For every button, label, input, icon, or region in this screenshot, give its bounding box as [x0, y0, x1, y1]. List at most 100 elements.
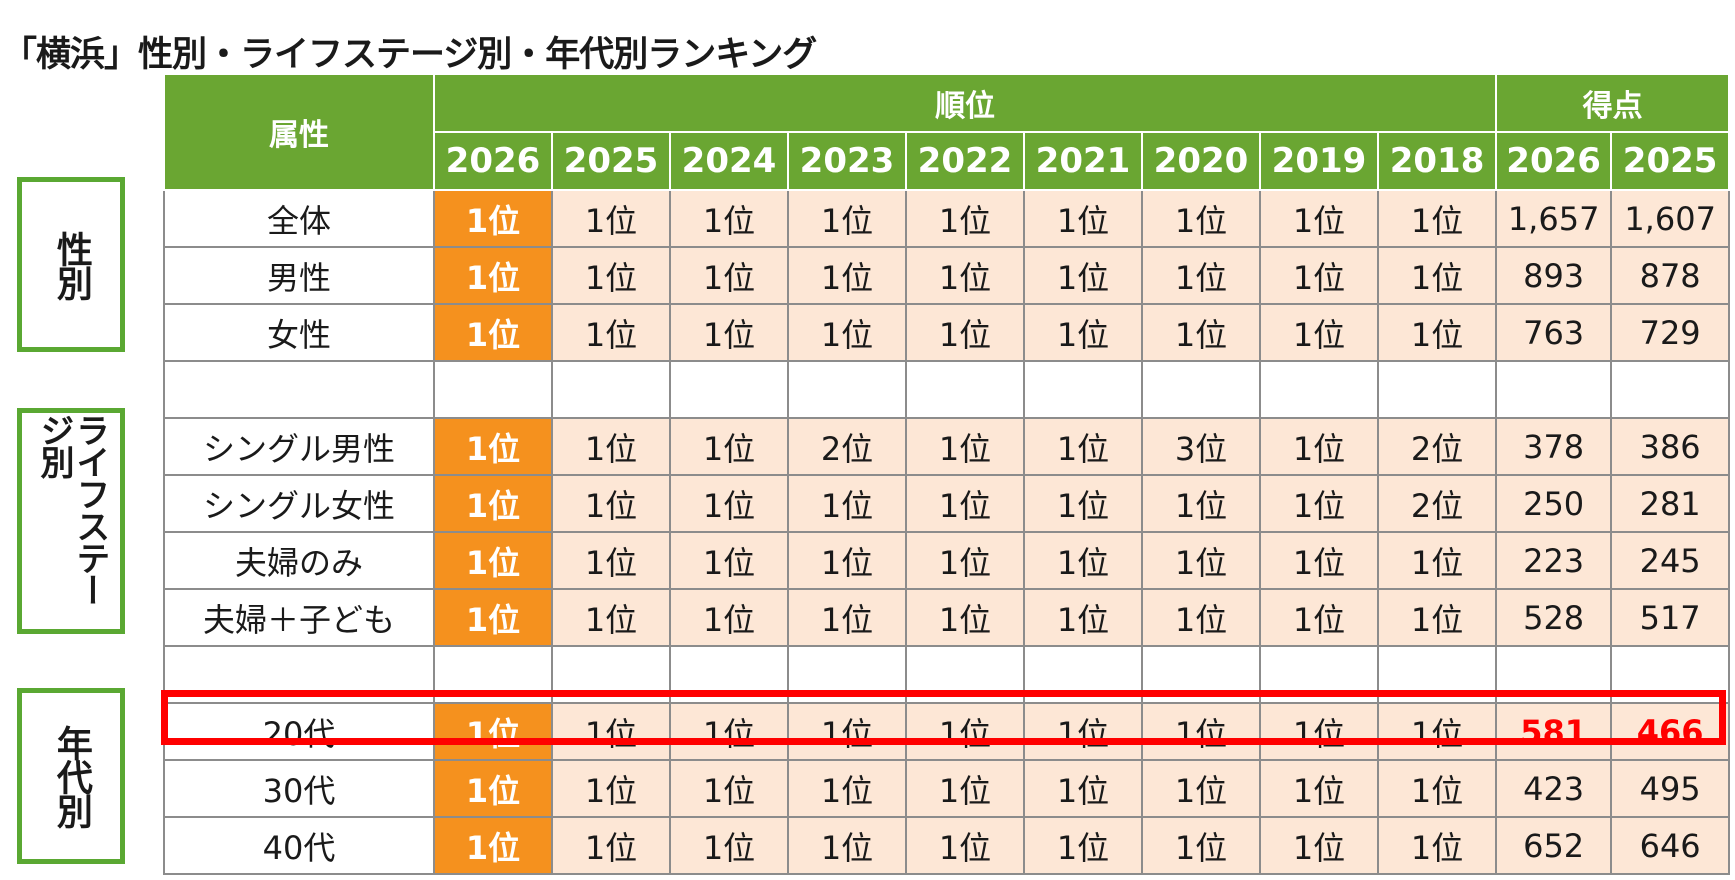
- empty-cell: [1023, 645, 1143, 704]
- rank-cell: 1位: [905, 474, 1025, 533]
- score-year-header: 2025: [1610, 131, 1731, 191]
- attribute-cell: 夫婦のみ: [163, 531, 435, 590]
- rank-cell: 1位: [669, 816, 789, 875]
- rank-cell: 1位: [905, 303, 1025, 362]
- score-cell: 517: [1610, 588, 1731, 647]
- score-cell: 893: [1495, 246, 1613, 305]
- rank-cell: 1位: [1141, 759, 1261, 818]
- separator-row: [163, 360, 1731, 419]
- attribute-cell: 20代: [163, 702, 435, 761]
- empty-cell: [1376, 360, 1498, 419]
- rank-cell: 1位: [551, 474, 671, 533]
- empty-cell: [905, 360, 1025, 419]
- current-rank-cell: 1位: [433, 189, 553, 248]
- rank-cell: 1位: [1259, 417, 1379, 476]
- rank-cell: 1位: [1376, 189, 1498, 248]
- score-cell: 878: [1610, 246, 1731, 305]
- score-cell: 729: [1610, 303, 1731, 362]
- current-rank-cell: 1位: [433, 816, 553, 875]
- rank-cell: 1位: [551, 759, 671, 818]
- empty-cell: [433, 360, 553, 419]
- rank-cell: 1位: [787, 588, 907, 647]
- rank-cell: 1位: [1023, 531, 1143, 590]
- empty-cell: [669, 645, 789, 704]
- score-cell: 528: [1495, 588, 1613, 647]
- score-cell: 581: [1495, 702, 1613, 761]
- empty-cell: [1495, 645, 1613, 704]
- rank-cell: 1位: [1376, 759, 1498, 818]
- score-cell: 281: [1610, 474, 1731, 533]
- rank-cell: 1位: [669, 588, 789, 647]
- rank-cell: 1位: [551, 189, 671, 248]
- rank-cell: 1位: [1141, 246, 1261, 305]
- rank-cell: 1位: [787, 189, 907, 248]
- rank-cell: 1位: [1259, 588, 1379, 647]
- separator-row: [163, 645, 1731, 704]
- rank-cell: 1位: [1259, 474, 1379, 533]
- current-rank-cell: 1位: [433, 588, 553, 647]
- score-cell: 1,657: [1495, 189, 1613, 248]
- table-row: シングル女性 1位 1位 1位 1位 1位 1位 1位 1位 2位 250 281: [163, 474, 1731, 533]
- score-cell: 1,607: [1610, 189, 1731, 248]
- rank-cell: 1位: [1259, 759, 1379, 818]
- rank-cell: 1位: [905, 588, 1025, 647]
- table-row: 男性 1位 1位 1位 1位 1位 1位 1位 1位 1位 893 878: [163, 246, 1731, 305]
- rank-cell: 1位: [1141, 588, 1261, 647]
- rank-cell: 1位: [1141, 531, 1261, 590]
- rank-cell: 1位: [669, 246, 789, 305]
- rank-cell: 1位: [669, 303, 789, 362]
- rank-cell: 1位: [551, 588, 671, 647]
- rank-cell: 1位: [669, 474, 789, 533]
- table-row: 30代 1位 1位 1位 1位 1位 1位 1位 1位 1位 423 495: [163, 759, 1731, 818]
- rank-cell: 1位: [1023, 759, 1143, 818]
- rank-cell: 1位: [787, 816, 907, 875]
- rank-cell: 1位: [905, 816, 1025, 875]
- attribute-cell: 30代: [163, 759, 435, 818]
- rank-cell: 1位: [1376, 588, 1498, 647]
- current-rank-cell: 1位: [433, 474, 553, 533]
- score-cell: 250: [1495, 474, 1613, 533]
- empty-cell: [433, 645, 553, 704]
- group-label-lifestage: ライフステージ別: [17, 408, 125, 634]
- rank-cell: 2位: [787, 417, 907, 476]
- score-cell: 223: [1495, 531, 1613, 590]
- empty-cell: [1259, 360, 1379, 419]
- empty-cell: [1141, 360, 1261, 419]
- rank-year-header: 2025: [551, 131, 671, 191]
- rank-cell: 1位: [905, 246, 1025, 305]
- score-cell: 423: [1495, 759, 1613, 818]
- ranking-table: 属性 順位 得点 2026 2025 2024 2023 2022 2021 2…: [163, 73, 1731, 875]
- empty-cell: [551, 645, 671, 704]
- current-rank-cell: 1位: [433, 417, 553, 476]
- rank-year-header: 2021: [1023, 131, 1143, 191]
- rank-cell: 1位: [1259, 246, 1379, 305]
- rank-cell: 1位: [905, 417, 1025, 476]
- rank-cell: 1位: [1141, 702, 1261, 761]
- attribute-cell: 全体: [163, 189, 435, 248]
- empty-cell: [163, 360, 435, 419]
- rank-cell: 1位: [1023, 474, 1143, 533]
- rank-header: 順位: [432, 73, 1498, 133]
- table-row: 全体 1位 1位 1位 1位 1位 1位 1位 1位 1位 1,657 1,607: [163, 189, 1731, 248]
- score-cell: 466: [1610, 702, 1731, 761]
- attribute-cell: 40代: [163, 816, 435, 875]
- rank-year-header: 2026: [433, 131, 553, 191]
- rank-cell: 1位: [1259, 189, 1379, 248]
- rank-cell: 1位: [1376, 246, 1498, 305]
- rank-year-header: 2024: [669, 131, 789, 191]
- rank-year-header: 2020: [1141, 131, 1261, 191]
- rank-cell: 1位: [551, 702, 671, 761]
- rank-cell: 1位: [669, 759, 789, 818]
- rank-cell: 1位: [669, 702, 789, 761]
- rank-cell: 1位: [669, 417, 789, 476]
- group-label-gender: 性別: [17, 177, 125, 352]
- rank-cell: 2位: [1376, 474, 1498, 533]
- rank-cell: 1位: [905, 702, 1025, 761]
- score-year-header: 2026: [1495, 131, 1613, 191]
- score-cell: 245: [1610, 531, 1731, 590]
- rank-cell: 1位: [1141, 816, 1261, 875]
- table-row: 20代 1位 1位 1位 1位 1位 1位 1位 1位 1位 581 466: [163, 702, 1731, 761]
- rank-cell: 1位: [1259, 702, 1379, 761]
- rank-cell: 1位: [1376, 702, 1498, 761]
- score-cell: 378: [1495, 417, 1613, 476]
